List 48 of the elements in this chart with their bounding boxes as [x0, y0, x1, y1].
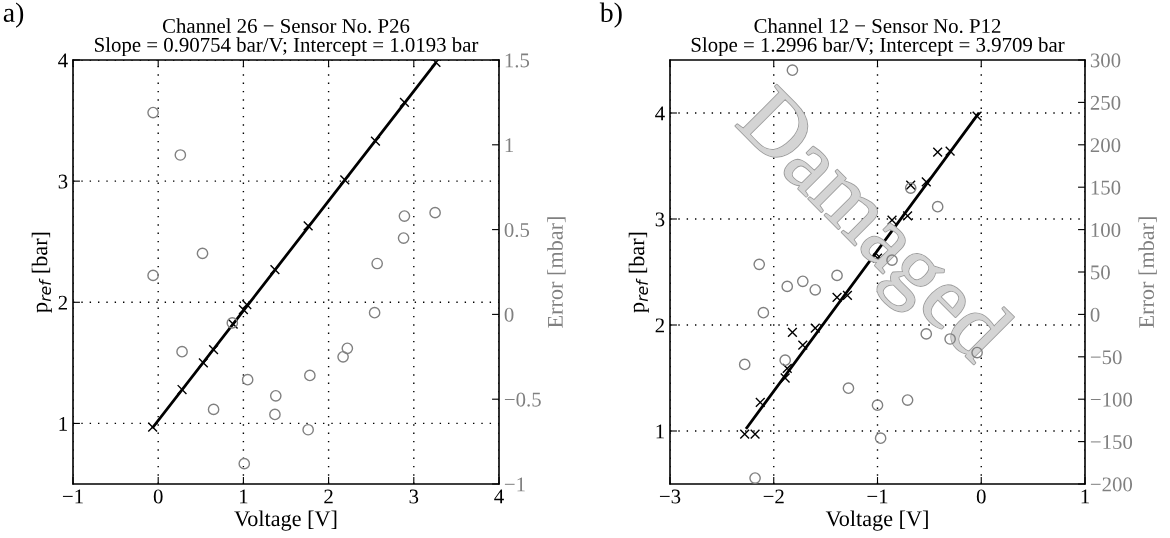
y2-tick-label: 1 — [505, 138, 514, 153]
y2-tick-label: −1 — [504, 477, 525, 492]
x-tick-label: −1 — [62, 489, 83, 504]
x-tick-label: 1 — [240, 489, 248, 504]
y2-tick-label: −150 — [1090, 434, 1133, 450]
y2-axis-title: Error [mbar] — [547, 217, 566, 328]
y-tick-label: 4 — [58, 53, 68, 68]
y2-tick-label: 300 — [1090, 53, 1121, 68]
chart-subtitle: Slope = 0.90754 bar/V; Intercept = 1.0193 bar — [95, 37, 479, 57]
y-tick-label: 2 — [58, 295, 67, 310]
x-tick-label: −3 — [659, 489, 681, 504]
y2-tick-label: 0.5 — [504, 222, 530, 238]
y2-tick-label: 200 — [1090, 138, 1121, 153]
text: a) — [3, 2, 24, 28]
y-tick-label: 1 — [59, 416, 67, 431]
x-tick-label: 4 — [494, 489, 504, 504]
chart-title: Channel 12 − Sensor No. P12 — [754, 18, 1001, 34]
y-tick-label: 3 — [655, 212, 665, 227]
y-tick-label: 3 — [58, 174, 68, 189]
y-axis-title: p$_{ref}$ [bar] — [31, 232, 52, 313]
x-tick-label: −1 — [867, 489, 888, 504]
y2-tick-label: −50 — [1090, 350, 1122, 365]
y-tick-label: 4 — [655, 106, 665, 121]
y-axis-title: p$_{ref}$ [bar] — [628, 232, 649, 313]
y2-tick-label: −200 — [1090, 477, 1133, 492]
x-tick-label: 1 — [1081, 489, 1089, 504]
y2-tick-label: −100 — [1090, 392, 1133, 407]
y2-tick-label: 250 — [1090, 95, 1121, 110]
y2-tick-label: 150 — [1091, 180, 1121, 195]
y2-tick-label: −0.5 — [504, 392, 541, 407]
y-tick-label: 1 — [656, 424, 664, 439]
y2-axis-title: Error [mbar] — [1138, 217, 1157, 328]
y2-tick-label: 50 — [1091, 265, 1110, 280]
chart-title: Channel 26 − Sensor No. P26 — [162, 18, 410, 34]
text: b) — [599, 2, 622, 28]
y2-tick-label: 1.5 — [505, 53, 530, 68]
y2-tick-label: 0 — [1090, 307, 1100, 322]
y-tick-label: 2 — [655, 318, 664, 333]
x-tick-label: 0 — [976, 489, 986, 504]
y2-tick-label: 0 — [504, 307, 514, 322]
x-axis-title: Voltage [V] — [234, 510, 337, 531]
x-tick-label: 2 — [324, 489, 333, 504]
x-tick-label: 0 — [153, 489, 163, 504]
x-tick-label: 3 — [409, 489, 419, 504]
x-axis-title: Voltage [V] — [825, 510, 928, 531]
chart-subtitle: Slope = 1.2996 bar/V; Intercept = 3.9709 bar — [691, 37, 1065, 57]
x-tick-label: −2 — [763, 489, 784, 504]
y2-tick-label: 100 — [1091, 222, 1121, 238]
